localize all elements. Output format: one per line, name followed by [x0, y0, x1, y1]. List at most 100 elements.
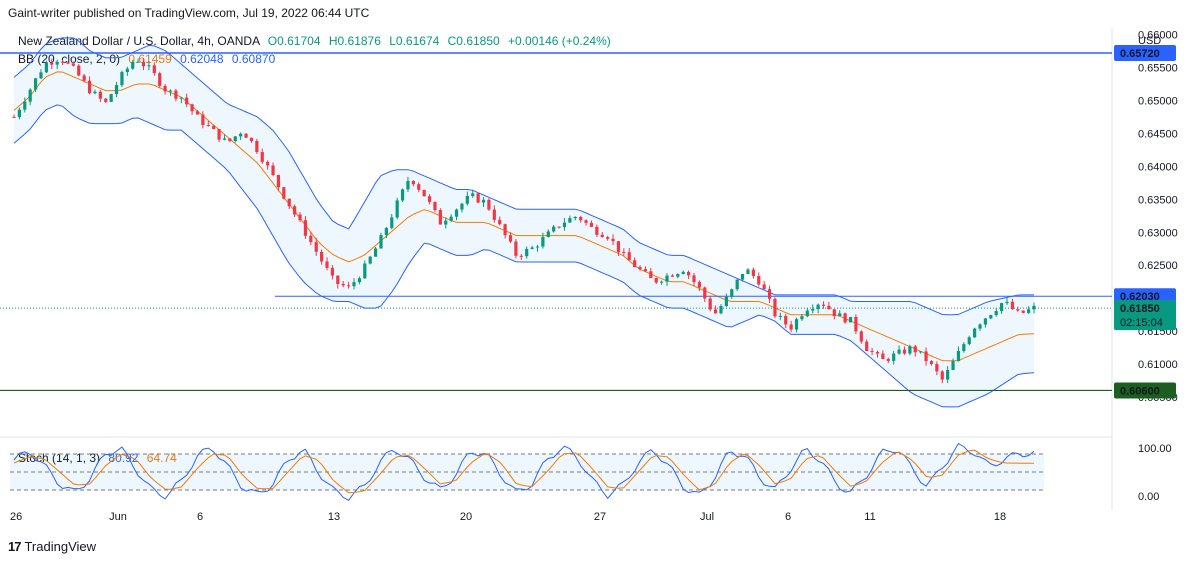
candle-body[interactable]	[282, 187, 286, 199]
symbol-name[interactable]: New Zealand Dollar / U.S. Dollar, 4h, OA…	[18, 34, 260, 48]
candle-body[interactable]	[201, 114, 205, 126]
candle-body[interactable]	[649, 271, 653, 279]
candle-body[interactable]	[670, 275, 675, 277]
candle-body[interactable]	[114, 85, 119, 95]
candle-body[interactable]	[875, 351, 880, 354]
candle-body[interactable]	[919, 351, 923, 353]
bb-upper-line[interactable]	[13, 37, 1034, 316]
candle-body[interactable]	[508, 235, 513, 242]
candle-body[interactable]	[206, 125, 210, 127]
candle-body[interactable]	[687, 271, 691, 276]
candle-body[interactable]	[735, 279, 739, 290]
candle-body[interactable]	[131, 62, 135, 69]
candle-body[interactable]	[104, 98, 108, 102]
candle-body[interactable]	[832, 309, 836, 317]
stoch-d-line[interactable]	[13, 449, 1034, 494]
candle-body[interactable]	[935, 363, 939, 372]
candle-body[interactable]	[158, 73, 162, 86]
candle-body[interactable]	[109, 94, 113, 102]
candle-body[interactable]	[897, 349, 901, 354]
candle-body[interactable]	[600, 234, 604, 238]
candle-body[interactable]	[697, 282, 701, 288]
candle-body[interactable]	[956, 350, 961, 362]
candle-body[interactable]	[994, 311, 998, 316]
candle-body[interactable]	[449, 216, 453, 221]
candle-body[interactable]	[44, 62, 48, 73]
candle-body[interactable]	[773, 298, 777, 317]
candle-body[interactable]	[465, 195, 469, 204]
candle-body[interactable]	[298, 214, 302, 221]
candle-body[interactable]	[983, 318, 988, 325]
candle-body[interactable]	[379, 235, 383, 249]
candle-body[interactable]	[848, 316, 853, 323]
candle-body[interactable]	[444, 220, 448, 225]
candle-body[interactable]	[908, 346, 912, 354]
candle-body[interactable]	[28, 89, 32, 102]
candle-body[interactable]	[492, 209, 496, 220]
candle-body[interactable]	[584, 220, 588, 223]
candle-body[interactable]	[125, 68, 129, 73]
candle-body[interactable]	[476, 193, 480, 203]
candle-body[interactable]	[633, 260, 637, 267]
candle-body[interactable]	[929, 361, 934, 364]
candle-body[interactable]	[152, 65, 156, 74]
candle-body[interactable]	[913, 346, 917, 353]
candle-body[interactable]	[293, 206, 297, 215]
candle-body[interactable]	[228, 138, 232, 142]
candle-body[interactable]	[33, 78, 38, 90]
candle-body[interactable]	[50, 62, 54, 65]
tradingview-brand[interactable]: TradingView	[24, 539, 97, 554]
candle-body[interactable]	[363, 263, 367, 279]
candle-body[interactable]	[622, 252, 626, 254]
candle-body[interactable]	[309, 235, 313, 243]
candle-body[interactable]	[325, 261, 329, 268]
candle-body[interactable]	[195, 111, 200, 115]
candle-body[interactable]	[762, 284, 766, 290]
candle-body[interactable]	[77, 65, 81, 76]
candle-body[interactable]	[417, 184, 421, 190]
candle-body[interactable]	[854, 316, 858, 332]
candle-body[interactable]	[454, 209, 459, 217]
candle-body[interactable]	[967, 337, 971, 345]
candle-body[interactable]	[503, 224, 507, 236]
candle-body[interactable]	[239, 133, 243, 137]
bb-lower-line[interactable]	[13, 104, 1035, 408]
candle-body[interactable]	[82, 75, 86, 81]
candle-body[interactable]	[541, 236, 545, 247]
candle-body[interactable]	[568, 218, 572, 223]
candle-body[interactable]	[843, 313, 847, 323]
candle-body[interactable]	[870, 350, 874, 352]
candle-body[interactable]	[546, 231, 550, 237]
candle-body[interactable]	[665, 275, 669, 282]
candle-body[interactable]	[255, 140, 259, 153]
candle-body[interactable]	[740, 274, 745, 280]
candle-body[interactable]	[892, 353, 896, 361]
candle-body[interactable]	[757, 276, 761, 285]
candle-body[interactable]	[98, 91, 102, 99]
candle-body[interactable]	[719, 306, 723, 314]
candle-body[interactable]	[978, 324, 982, 329]
candle-body[interactable]	[924, 351, 928, 362]
candle-body[interactable]	[703, 287, 707, 299]
candle-body[interactable]	[530, 247, 534, 249]
candle-body[interactable]	[276, 174, 281, 188]
candle-body[interactable]	[438, 210, 442, 225]
candle-body[interactable]	[303, 220, 308, 236]
candle-body[interactable]	[427, 196, 432, 202]
candle-body[interactable]	[266, 161, 270, 166]
candle-body[interactable]	[724, 296, 728, 307]
candle-body[interactable]	[751, 269, 755, 277]
candle-body[interactable]	[320, 251, 324, 262]
stoch-k-line[interactable]	[13, 442, 1035, 501]
candle-body[interactable]	[708, 298, 712, 310]
candle-body[interactable]	[249, 137, 254, 141]
candle-body[interactable]	[660, 281, 664, 283]
candle-body[interactable]	[784, 315, 788, 325]
candle-body[interactable]	[406, 180, 410, 190]
candle-body[interactable]	[212, 125, 216, 130]
candle-body[interactable]	[881, 353, 885, 360]
candle-body[interactable]	[816, 304, 820, 309]
candle-body[interactable]	[244, 133, 248, 138]
candle-body[interactable]	[827, 305, 831, 310]
